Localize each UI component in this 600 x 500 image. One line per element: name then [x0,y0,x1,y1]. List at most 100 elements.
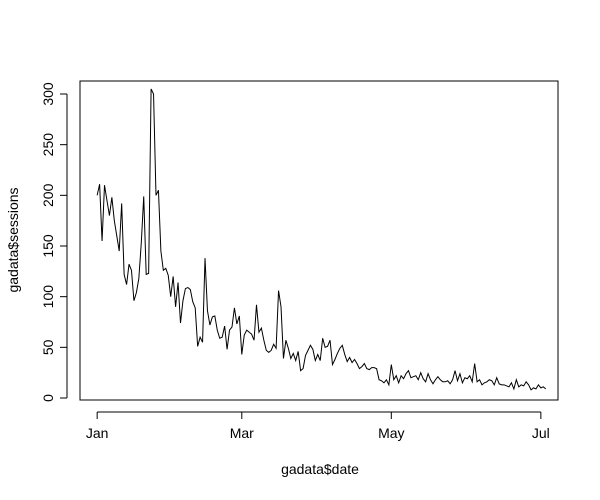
data-point [197,346,198,347]
data-point [339,348,340,349]
data-point [182,300,183,301]
data-point [459,373,460,374]
data-point [454,370,455,371]
data-point [418,379,419,380]
y-tick-label: 0 [40,394,56,402]
data-point [442,381,443,382]
data-point [288,348,289,349]
data-point [528,384,529,385]
data-point [128,264,129,265]
data-point [131,270,132,271]
data-point [342,345,343,346]
data-point [298,351,299,352]
data-point [474,363,475,364]
data-point [202,342,203,343]
data-point [302,368,303,369]
data-point [226,349,227,350]
data-point [263,340,264,341]
data-point [155,195,156,196]
data-point [180,322,181,323]
data-point [165,268,166,269]
data-point [138,278,139,279]
data-point [278,290,279,291]
data-point [440,379,441,380]
data-point [276,348,277,349]
plot-frame [79,80,559,401]
data-point [499,383,500,384]
data-point [381,380,382,381]
data-point [160,250,161,251]
data-point [305,355,306,356]
data-point [344,354,345,355]
data-point [190,289,191,290]
data-point [246,330,247,331]
y-tick-label: 300 [40,82,56,106]
x-axis-label: gadata$date [281,461,359,477]
data-point [503,384,504,385]
y-tick-label: 150 [40,234,56,258]
data-point [163,270,164,271]
data-point [347,361,348,362]
data-point [261,327,262,328]
data-point [173,276,174,277]
data-point [290,358,291,359]
y-tick-label: 50 [40,339,56,355]
data-point [111,197,112,198]
data-point [187,287,188,288]
data-point [361,366,362,367]
data-point [494,384,495,385]
data-point [349,357,350,358]
data-point [467,378,468,379]
data-point [545,388,546,389]
data-point [484,382,485,383]
data-point [124,274,125,275]
data-point [143,196,144,197]
data-point [351,362,352,363]
data-point [126,284,127,285]
series-line-sessions [96,88,547,391]
data-point [535,388,536,389]
data-point [217,330,218,331]
data-point [320,360,321,361]
data-point [364,363,365,364]
data-point [99,184,100,185]
data-point [322,338,323,339]
data-point [280,306,281,307]
data-point [538,384,539,385]
data-point [283,358,284,359]
data-point [432,383,433,384]
data-point [354,359,355,360]
data-point [236,323,237,324]
data-point [374,367,375,368]
data-point [378,379,379,380]
data-point [506,385,507,386]
y-axis-label: gadata$sessions [5,187,21,292]
data-point [204,258,205,259]
data-point [231,326,232,327]
data-point [295,360,296,361]
data-point [300,370,301,371]
data-point [317,354,318,355]
data-point [462,382,463,383]
data-point [413,376,414,377]
data-point [403,378,404,379]
data-point [239,315,240,316]
data-point [307,350,308,351]
data-point [371,367,372,368]
data-point [398,382,399,383]
data-point [168,275,169,276]
data-point [530,389,531,390]
data-point [170,296,171,297]
data-point [359,368,360,369]
data-point [511,382,512,383]
data-point [312,349,313,350]
data-point [508,386,509,387]
x-tick-label: Jul [532,425,550,441]
data-point [445,381,446,382]
data-point [423,378,424,379]
x-tick-label: Mar [230,425,254,441]
data-point [425,381,426,382]
data-point [177,282,178,283]
